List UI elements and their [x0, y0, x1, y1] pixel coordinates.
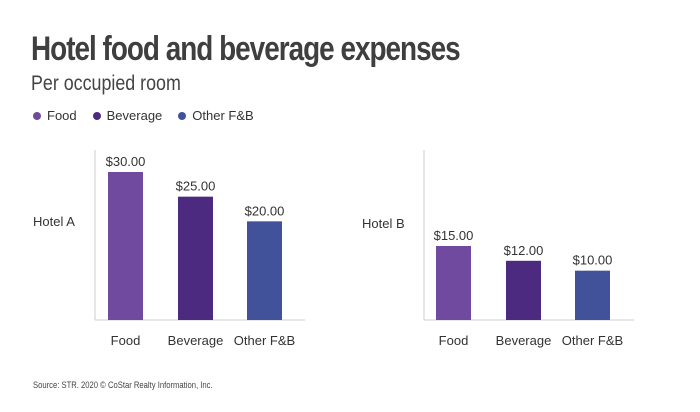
hotel-b-bar-food: [436, 246, 471, 320]
hotel-a-value-label-other-f-b: $20.00: [245, 203, 285, 218]
hotel-b-tick-label-beverage: Beverage: [496, 333, 552, 348]
hotel-b-panel-label: Hotel B: [362, 216, 405, 231]
legend-swatch-other-fb: [178, 111, 187, 120]
hotel-a-tick-label-beverage: Beverage: [168, 333, 224, 348]
hotel-b-bar-beverage: [506, 260, 541, 320]
legend-swatch-beverage: [92, 111, 101, 120]
hotel-a-bar-food: [108, 172, 143, 320]
hotel-b-value-label-food: $15.00: [434, 228, 474, 243]
legend-label-beverage: Beverage: [106, 108, 163, 123]
hotel-a-value-label-beverage: $25.00: [176, 179, 216, 194]
hotel-a-value-label-food: $30.00: [106, 154, 146, 169]
hotel-b-value-label-other-f-b: $10.00: [573, 253, 613, 268]
legend: Food Beverage Other F&B: [33, 108, 254, 123]
hotel-b-tick-label-food: Food: [439, 333, 469, 348]
legend-label-other-fb: Other F&B: [192, 108, 254, 123]
legend-label-food: Food: [47, 108, 77, 123]
source-note: Source: STR. 2020 © CoStar Realty Inform…: [33, 380, 213, 390]
hotel-b-value-label-beverage: $12.00: [504, 243, 544, 258]
chart-title: Hotel food and beverage expenses: [31, 30, 461, 68]
hotel-a-tick-label-food: Food: [111, 333, 141, 348]
legend-item-food: Food: [33, 108, 77, 123]
hotel-b-tick-label-other-f-b: Other F&B: [562, 333, 623, 348]
hotel-a-tick-label-other-f-b: Other F&B: [234, 333, 295, 348]
legend-item-beverage: Beverage: [92, 108, 163, 123]
chart-subtitle: Per occupied room: [31, 72, 181, 95]
hotel-a-bar-beverage: [178, 196, 213, 320]
hotel-a-bar-other-f-b: [247, 221, 282, 320]
legend-swatch-food: [33, 111, 41, 120]
hotel-a-panel-label: Hotel A: [33, 214, 75, 229]
hotel-b-bar-other-f-b: [575, 270, 610, 320]
legend-item-other-fb: Other F&B: [178, 108, 254, 123]
